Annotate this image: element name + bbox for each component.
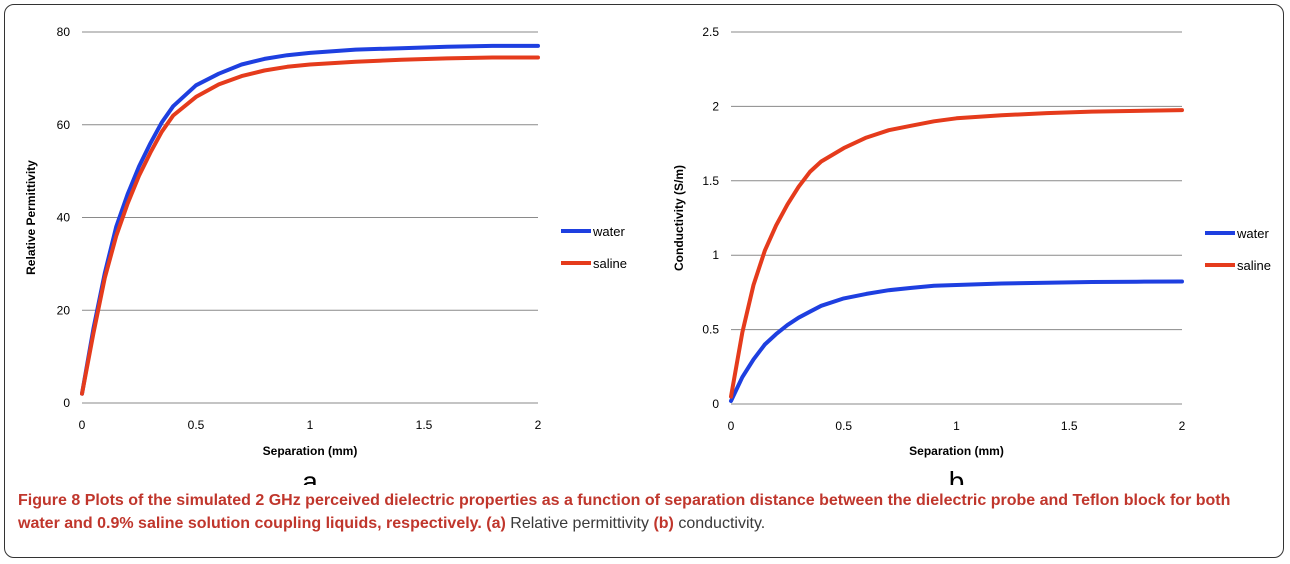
x-tick-label: 0.5 [835, 419, 852, 433]
y-tick-label: 80 [57, 25, 71, 39]
y-axis-label: Conductivity (S/m) [672, 165, 686, 271]
y-tick-label: 0 [63, 396, 70, 410]
panel-b-ref: (b) [653, 515, 674, 532]
chart-a: 0 20 40 60 80 0 0.5 1 1.5 2 Separation (mm) Relativ… [24, 25, 627, 485]
y-tick-label: 20 [57, 303, 71, 317]
figure-frame: 0 20 40 60 80 0 0.5 1 1.5 2 Separation (mm) Relativ… [4, 4, 1284, 558]
x-axis-label: Separation (mm) [263, 444, 358, 458]
y-tick-label: 2.5 [702, 25, 719, 39]
y-tick-label: 2 [712, 99, 719, 113]
y-tick-label: 40 [57, 211, 71, 225]
series-line-saline [80, 55, 540, 396]
panel-letter: b [949, 466, 965, 485]
x-tick-label: 1 [953, 419, 960, 433]
x-tick-label: 1 [307, 418, 314, 432]
panel-a-ref: (a) [486, 515, 506, 532]
x-tick-label: 0.5 [188, 418, 205, 432]
legend-label-water: water [592, 224, 625, 239]
series-line-water [80, 43, 540, 396]
y-tick-label: 1.5 [702, 174, 719, 188]
y-tick-label: 0 [712, 397, 719, 411]
legend-label-saline: saline [593, 256, 627, 271]
y-tick-label: 60 [57, 118, 71, 132]
figure-label: Figure 8 [18, 492, 81, 509]
figure-caption: Figure 8 Plots of the simulated 2 GHz pe… [18, 489, 1272, 535]
figure-title: Plots of the simulated 2 GHz perceived d… [18, 492, 1231, 532]
panel-letter: a [302, 466, 318, 485]
panel-a-desc: Relative permittivity [510, 515, 649, 532]
x-tick-label: 2 [1179, 419, 1186, 433]
legend-label-water: water [1236, 226, 1269, 241]
x-tick-label: 0 [79, 418, 86, 432]
y-tick-label: 1 [712, 248, 719, 262]
x-axis-label: Separation (mm) [909, 444, 1004, 458]
x-tick-label: 1.5 [416, 418, 433, 432]
x-tick-label: 1.5 [1061, 419, 1078, 433]
chart-b: 0 0.5 1 1.5 2 2.5 0 0.5 1 1.5 2 Separation (mm) Cond… [672, 25, 1271, 485]
series-line-water [729, 279, 1184, 403]
y-axis-label: Relative Permittivity [24, 160, 38, 275]
panel-b-desc: conductivity. [678, 515, 766, 532]
x-tick-label: 0 [728, 419, 735, 433]
series-line-saline [729, 108, 1184, 399]
legend-label-saline: saline [1237, 258, 1271, 273]
x-tick-label: 2 [535, 418, 542, 432]
y-tick-label: 0.5 [702, 323, 719, 337]
